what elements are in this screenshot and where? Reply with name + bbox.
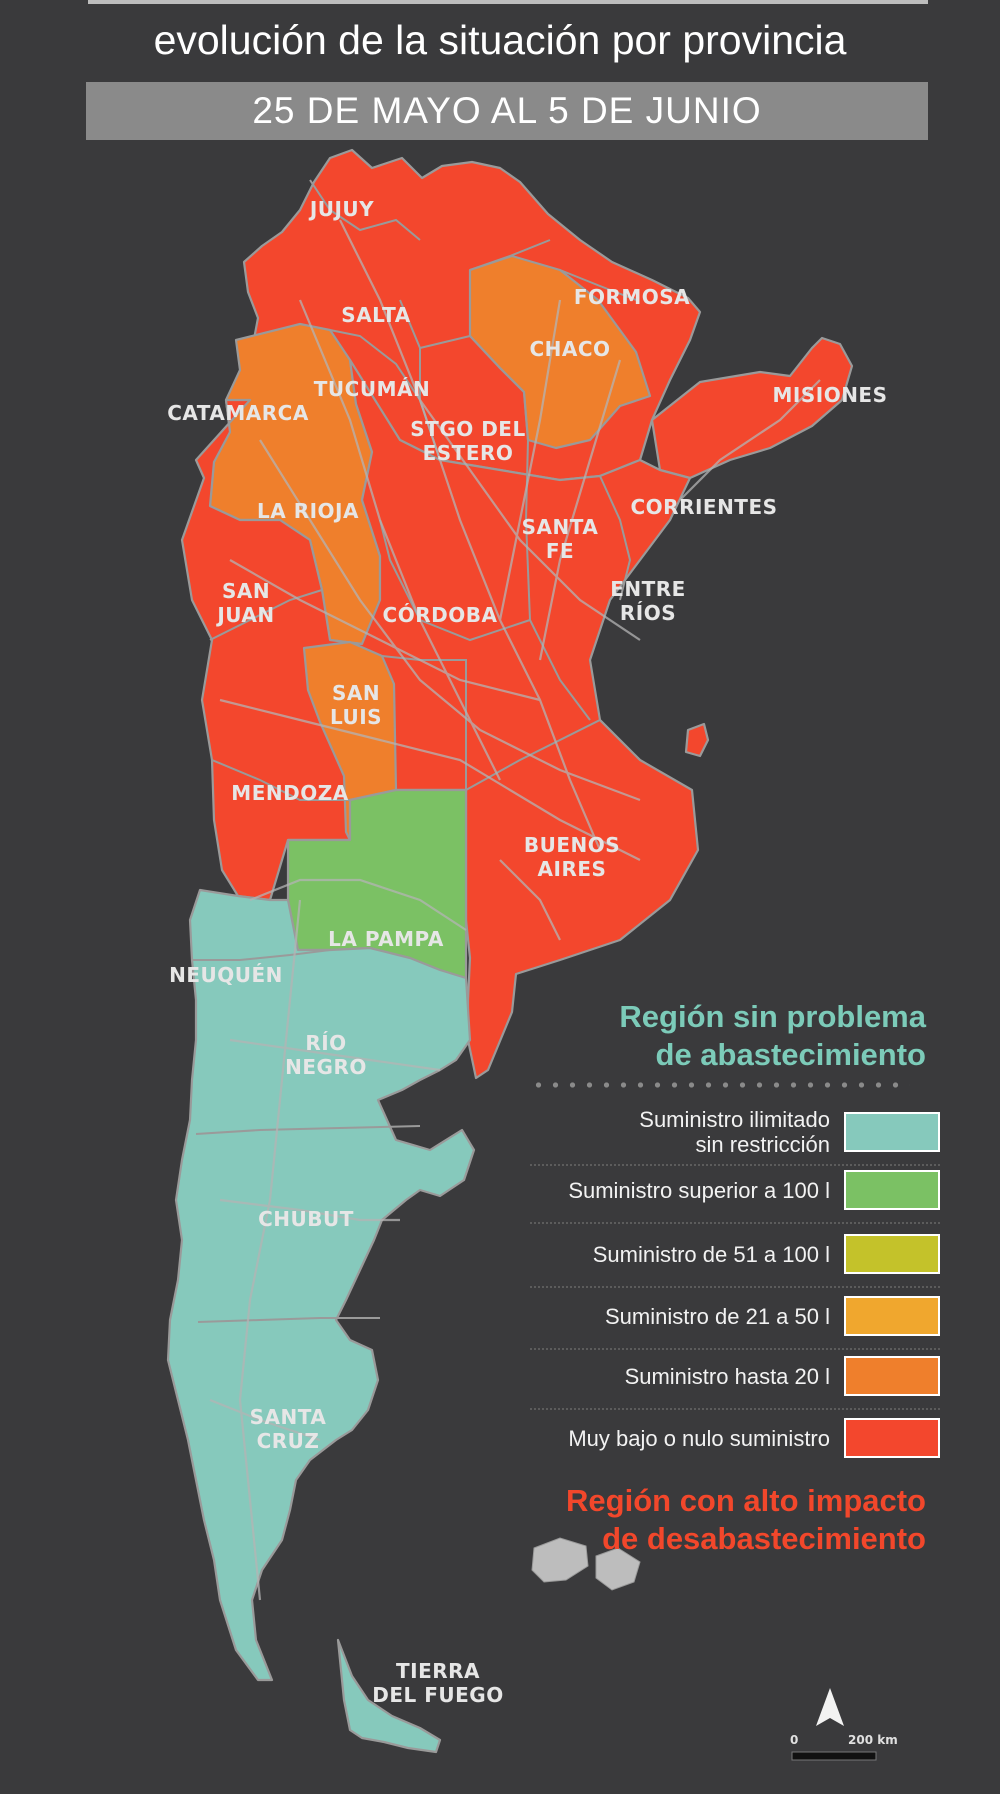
province-misiones xyxy=(650,336,854,480)
legend-item-label: Suministro hasta 20 l xyxy=(624,1363,830,1389)
legend-item-superior-100: Suministro superior a 100 l xyxy=(500,1162,940,1224)
label-buenos-aires-1: BUENOS xyxy=(524,833,620,857)
legend-heading-bad-line1: Región con alto impacto xyxy=(566,1483,926,1518)
label-formosa: FORMOSA xyxy=(574,285,690,309)
border-sanluis-cordoba xyxy=(381,655,467,790)
label-buenos-aires-2: AIRES xyxy=(538,857,607,881)
legend-item-hasta-20: Suministro hasta 20 l xyxy=(500,1348,940,1410)
border-rionegro-chubut xyxy=(195,1125,421,1135)
label-stgo-1: STGO DEL xyxy=(410,417,525,441)
label-tucuman: TUCUMÁN xyxy=(314,377,430,401)
falkland-islands xyxy=(531,1537,641,1591)
label-neuquen: NEUQUÉN xyxy=(169,963,283,987)
scale-bar-line xyxy=(791,1751,877,1761)
border-chubut-santacruz xyxy=(197,1317,380,1323)
legend-item-label-line1: Suministro ilimitado xyxy=(639,1107,830,1132)
legend-separator xyxy=(530,1408,940,1410)
legend-item-label: Suministro superior a 100 l xyxy=(568,1177,830,1203)
label-san-luis-1: SAN xyxy=(332,681,380,705)
border-tucuman xyxy=(329,329,421,401)
label-rio-negro-2: NEGRO xyxy=(285,1055,367,1079)
legend-separator xyxy=(530,1348,940,1350)
legend-heading-good-line1: Región sin problema xyxy=(619,999,926,1034)
label-tierra-2: DEL FUEGO xyxy=(372,1683,503,1707)
label-san-juan-1: SAN xyxy=(222,579,270,603)
island-small xyxy=(684,722,710,758)
label-santa-fe-2: FE xyxy=(546,539,574,563)
legend-swatch-superior-100 xyxy=(844,1170,940,1210)
legend-swatch-51-100 xyxy=(844,1234,940,1274)
label-san-juan-2: JUAN xyxy=(215,603,274,627)
scale-zero: 0 xyxy=(790,1733,798,1747)
scale-bar: 0 200 km xyxy=(790,1733,898,1761)
legend-item-51-100: Suministro de 51 a 100 l xyxy=(500,1226,940,1288)
province-labels: JUJUY SALTA FORMOSA CHACO MISIONES CATAM… xyxy=(167,197,887,1707)
label-cordoba: CÓRDOBA xyxy=(383,603,498,627)
legend-swatch-hasta-20 xyxy=(844,1356,940,1396)
label-salta: SALTA xyxy=(341,303,410,327)
border-mendoza-south xyxy=(211,759,350,801)
date-range-banner: 25 DE MAYO AL 5 DE JUNIO xyxy=(86,82,928,140)
province-tierra-del-fuego xyxy=(336,1638,442,1754)
label-misiones: MISIONES xyxy=(773,383,888,407)
border-stgo xyxy=(379,334,532,642)
label-chaco: CHACO xyxy=(529,337,610,361)
label-tierra-1: TIERRA xyxy=(396,1659,480,1683)
north-arrow-icon xyxy=(816,1688,844,1726)
border-salta-formosa xyxy=(469,239,551,271)
legend-separator xyxy=(530,1286,940,1288)
label-santa-cruz-2: CRUZ xyxy=(257,1429,320,1453)
border-santafe-entrerios xyxy=(529,619,591,721)
label-mendoza: MENDOZA xyxy=(231,781,348,805)
label-corrientes: CORRIENTES xyxy=(630,495,777,519)
top-rule xyxy=(88,0,928,4)
legend-swatch-ilimitado xyxy=(844,1112,940,1152)
label-santa-cruz-1: SANTA xyxy=(250,1405,327,1429)
page-title: evolución de la situación por provincia xyxy=(153,17,847,63)
legend-dotted-divider xyxy=(530,1082,910,1088)
legend-swatch-21-50 xyxy=(844,1296,940,1336)
road-network xyxy=(209,219,821,1601)
legend-heading-bad: Región con alto impacto de desabastecimi… xyxy=(566,1482,926,1558)
legend-heading-good-line2: de abastecimiento xyxy=(655,1037,926,1072)
label-jujuy: JUJUY xyxy=(308,197,374,221)
legend-heading-good: Región sin problema de abastecimiento xyxy=(619,998,926,1074)
legend-item-ilimitado: Suministro ilimitado sin restricción xyxy=(500,1104,940,1166)
label-rio-negro-1: RÍO xyxy=(305,1031,346,1055)
province-regions xyxy=(166,148,854,1754)
legend-item-label: Suministro ilimitado sin restricción xyxy=(639,1104,830,1160)
legend-item-label: Suministro de 51 a 100 l xyxy=(592,1241,830,1267)
legend-item-label: Suministro de 21 a 50 l xyxy=(604,1303,830,1329)
border-neuquen-rionegro xyxy=(192,949,331,961)
label-san-luis-2: LUIS xyxy=(330,705,382,729)
scale-distance: 200 km xyxy=(848,1733,898,1747)
province-boundaries xyxy=(192,179,641,1323)
legend-item-21-50: Suministro de 21 a 50 l xyxy=(500,1288,940,1350)
legend-item-label: Muy bajo o nulo suministro xyxy=(568,1425,830,1451)
legend-separator xyxy=(530,1222,940,1224)
label-santa-fe-1: SANTA xyxy=(522,515,599,539)
legend-heading-bad-line2: de desabastecimiento xyxy=(602,1521,926,1556)
legend-item-label-line2: sin restricción xyxy=(695,1132,830,1157)
legend-separator xyxy=(530,1164,940,1166)
label-entre-rios-1: ENTRE xyxy=(610,577,686,601)
label-entre-rios-2: RÍOS xyxy=(620,601,676,625)
border-corrientes xyxy=(599,475,632,601)
legend-item-muy-bajo: Muy bajo o nulo suministro xyxy=(500,1410,940,1466)
border-sanjuan-mendoza xyxy=(209,589,323,641)
region-patagonia xyxy=(166,888,476,1682)
label-stgo-2: ESTERO xyxy=(423,441,514,465)
legend-swatch-muy-bajo xyxy=(844,1418,940,1458)
label-catamarca: CATAMARCA xyxy=(167,401,309,425)
border-cordoba-ba xyxy=(465,718,641,791)
label-chubut: CHUBUT xyxy=(258,1207,354,1231)
label-la-pampa: LA PAMPA xyxy=(328,927,444,951)
border-jujuy-salta xyxy=(309,179,421,241)
border-formosa-chaco xyxy=(559,269,637,301)
label-la-rioja: LA RIOJA xyxy=(257,499,359,523)
